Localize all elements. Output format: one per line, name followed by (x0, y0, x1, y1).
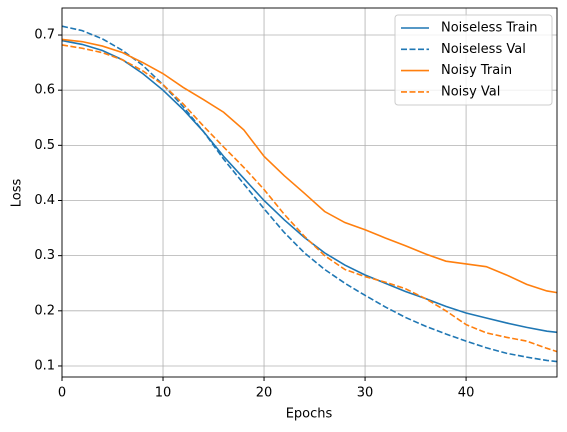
y-tick-label: 0.3 (34, 248, 55, 263)
y-tick-label: 0.7 (34, 28, 55, 43)
x-tick-label: 10 (155, 386, 172, 401)
y-tick-label: 0.4 (34, 193, 55, 208)
plot-frame (61, 7, 558, 378)
legend-label: Noiseless Train (441, 21, 538, 36)
legend-box (394, 14, 553, 106)
y-tick-label: 0.2 (34, 303, 55, 318)
series-line (61, 44, 558, 353)
x-tick-label: 20 (256, 386, 273, 401)
series-line (61, 25, 558, 363)
x-tick-label: 40 (458, 386, 475, 401)
legend-label: Noisy Val (441, 84, 500, 99)
series-line (61, 38, 558, 294)
series-line (61, 39, 558, 334)
x-axis-label: Epochs (286, 407, 333, 422)
y-axis-label: Loss (10, 179, 25, 208)
legend-label: Noisy Train (441, 63, 512, 78)
y-tick-label: 0.5 (34, 138, 55, 153)
x-tick-label: 30 (357, 386, 374, 401)
y-tick-label: 0.1 (34, 358, 55, 373)
y-tick-label: 0.6 (34, 83, 55, 98)
x-tick-label: 0 (58, 386, 66, 401)
legend-label: Noiseless Val (441, 42, 526, 57)
